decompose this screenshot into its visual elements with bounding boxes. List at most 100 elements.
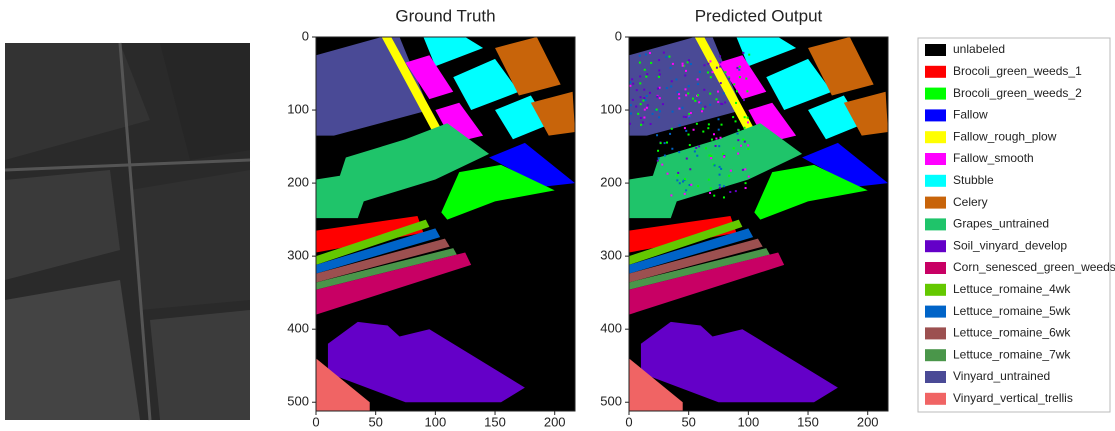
noise-pixel xyxy=(719,65,722,68)
noise-pixel xyxy=(722,152,725,155)
field-region xyxy=(423,37,484,67)
noise-pixel xyxy=(676,174,679,177)
noise-pixel xyxy=(663,154,666,157)
noise-pixel xyxy=(689,112,692,115)
legend-swatch xyxy=(925,65,946,78)
field-region xyxy=(530,91,575,136)
noise-pixel xyxy=(684,74,687,77)
noise-pixel xyxy=(676,179,679,182)
noise-pixel xyxy=(728,77,731,80)
noise-pixel xyxy=(724,101,727,104)
noise-pixel xyxy=(722,92,725,95)
legend-swatch xyxy=(925,283,946,296)
noise-pixel xyxy=(657,149,660,152)
x-tick-label: 150 xyxy=(797,414,819,429)
field-region xyxy=(316,358,370,411)
noise-pixel xyxy=(713,164,716,167)
legend-swatch xyxy=(925,44,946,56)
legend-label: Lettuce_romaine_4wk xyxy=(953,282,1071,296)
noise-pixel xyxy=(685,116,688,119)
noise-pixel xyxy=(657,157,660,160)
noise-pixel xyxy=(746,90,749,93)
noise-pixel xyxy=(659,142,662,145)
noise-pixel xyxy=(678,93,681,96)
noise-pixel xyxy=(638,54,641,57)
noise-pixel xyxy=(631,98,634,101)
noise-pixel xyxy=(639,116,642,119)
noise-pixel xyxy=(720,102,723,105)
panel-title: Predicted Output xyxy=(695,6,823,25)
x-tick-label: 100 xyxy=(738,414,760,429)
legend-label: Vinyard_vertical_trellis xyxy=(953,391,1073,405)
noise-pixel xyxy=(709,187,712,190)
noise-pixel xyxy=(714,144,717,147)
noise-pixel xyxy=(709,92,712,95)
noise-pixel xyxy=(656,159,659,162)
noise-pixel xyxy=(681,180,684,183)
noise-pixel xyxy=(670,85,673,88)
field-region xyxy=(316,238,450,283)
legend-label: Fallow_smooth xyxy=(953,151,1034,165)
field-region xyxy=(316,219,430,265)
y-tick-label: 0 xyxy=(302,28,309,43)
noise-pixel xyxy=(688,116,691,119)
noise-pixel xyxy=(670,194,673,197)
noise-pixel xyxy=(719,61,722,64)
noise-pixel xyxy=(665,55,668,58)
field-region xyxy=(629,238,763,283)
y-tick-label: 300 xyxy=(287,248,309,263)
noise-pixel xyxy=(719,82,722,85)
noise-pixel xyxy=(699,102,702,105)
noise-pixel xyxy=(693,150,696,153)
noise-pixel xyxy=(658,59,661,62)
noise-pixel xyxy=(709,76,712,79)
field-region xyxy=(316,215,424,253)
noise-pixel xyxy=(743,140,746,143)
legend-label: Fallow xyxy=(953,108,988,122)
noise-pixel xyxy=(675,78,678,81)
field-region xyxy=(629,358,683,411)
map-panel: Ground Truth 0 50 100 150 200 0 100 200 300 400 500 xyxy=(287,6,576,429)
noise-pixel xyxy=(671,62,674,65)
legend: unlabeled Brocoli_green_weeds_1 Brocoli_gr… xyxy=(917,37,1115,413)
noise-pixel xyxy=(666,172,669,175)
noise-pixel xyxy=(658,86,661,89)
y-tick-label: 500 xyxy=(287,394,309,409)
noise-pixel xyxy=(663,142,666,145)
noise-pixel xyxy=(704,105,707,108)
noise-pixel xyxy=(718,165,721,168)
noise-pixel xyxy=(646,73,649,76)
noise-pixel xyxy=(744,182,747,185)
noise-pixel xyxy=(655,108,658,111)
noise-pixel xyxy=(746,116,749,119)
noise-pixel xyxy=(640,123,643,126)
noise-pixel xyxy=(707,178,710,181)
legend-label: Stubble xyxy=(953,173,994,187)
noise-pixel xyxy=(684,88,687,91)
noise-pixel xyxy=(717,100,720,103)
noise-pixel xyxy=(692,128,695,131)
noise-pixel xyxy=(671,110,674,113)
legend-label: Vinyard_untrained xyxy=(953,369,1050,383)
noise-pixel xyxy=(736,66,739,69)
x-tick-label: 0 xyxy=(312,414,319,429)
y-tick-label: 0 xyxy=(615,28,622,43)
noise-pixel xyxy=(635,105,638,108)
noise-pixel xyxy=(670,127,673,130)
field-region xyxy=(381,37,451,149)
y-tick-label: 300 xyxy=(600,248,622,263)
noise-pixel xyxy=(740,144,743,147)
legend-swatch xyxy=(925,153,946,165)
noise-pixel xyxy=(721,102,724,105)
legend-label: Corn_senesced_green_weeds xyxy=(953,260,1115,274)
noise-pixel xyxy=(695,146,698,149)
noise-pixel xyxy=(696,78,699,81)
noise-pixel xyxy=(698,70,701,73)
noise-pixel xyxy=(645,94,648,97)
noise-pixel xyxy=(729,169,732,172)
noise-pixel xyxy=(746,121,749,124)
legend-label: Grapes_untrained xyxy=(953,217,1049,231)
y-tick-label: 400 xyxy=(600,321,622,336)
noise-pixel xyxy=(687,59,690,62)
